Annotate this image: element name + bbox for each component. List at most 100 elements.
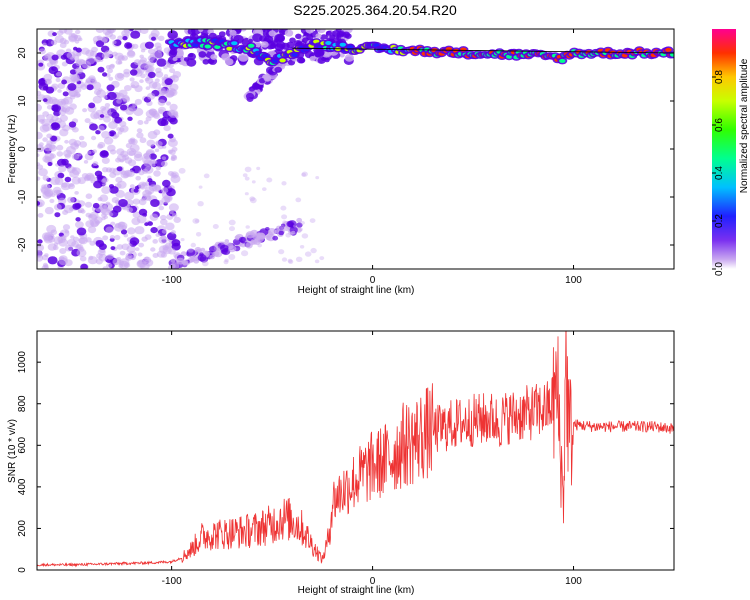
spectral-speckle xyxy=(130,30,141,39)
spectral-speckle xyxy=(266,177,273,183)
spectral-speckle xyxy=(170,174,181,184)
spectral-speckle xyxy=(169,103,178,111)
spectral-speckle xyxy=(37,239,43,244)
spectral-speckle xyxy=(129,137,136,143)
spectral-speckle xyxy=(88,75,96,82)
spectral-speckle xyxy=(105,226,114,234)
spectral-speckle xyxy=(186,58,197,67)
spectral-speckle xyxy=(324,51,330,57)
spectral-speckle xyxy=(46,224,57,234)
spectral-speckle xyxy=(245,92,255,100)
spectral-speckle xyxy=(161,76,167,81)
spectral-speckle xyxy=(37,176,41,181)
spectral-speckle xyxy=(133,188,139,193)
spectral-speckle xyxy=(106,68,113,74)
spectral-speckle xyxy=(160,218,168,226)
spectral-speckle xyxy=(190,242,196,248)
spectral-speckle xyxy=(72,167,77,171)
spectral-speckle xyxy=(309,56,316,62)
spectral-speckle xyxy=(38,142,44,147)
colorbar-tick-label: 0.2 xyxy=(714,214,725,228)
spectral-speckle xyxy=(42,191,52,199)
spectral-speckle xyxy=(51,54,59,61)
spectral-speckle xyxy=(295,256,303,262)
spectral-speckle xyxy=(38,62,44,67)
spectral-speckle xyxy=(187,248,194,253)
spectral-speckle xyxy=(152,239,158,244)
spectral-speckle xyxy=(71,241,79,248)
spectral-speckle xyxy=(68,33,78,42)
spectral-speckle xyxy=(60,54,67,60)
spectral-speckle xyxy=(45,86,55,94)
spectral-speckle xyxy=(113,106,119,111)
spectral-speckle xyxy=(129,237,140,246)
spectral-speckle xyxy=(228,245,237,253)
spectral-speckle xyxy=(106,29,116,34)
spectral-speckle xyxy=(87,150,92,155)
spectral-speckle xyxy=(57,172,65,179)
spectral-speckle xyxy=(90,111,100,120)
spectral-speckle xyxy=(232,238,241,245)
spectral-speckle xyxy=(111,111,120,119)
spectral-speckle xyxy=(84,118,91,124)
spectral-speckle xyxy=(90,179,95,184)
spectral-speckle xyxy=(137,252,143,257)
spectral-speckle xyxy=(91,135,97,141)
spectral-speckle xyxy=(144,222,149,227)
spectral-speckle xyxy=(249,196,256,202)
ridge-segment-core xyxy=(339,42,346,47)
spectral-speckle xyxy=(110,221,116,226)
spectral-speckle xyxy=(181,261,189,267)
spectral-speckle xyxy=(80,84,88,90)
spectral-speckle xyxy=(43,98,48,102)
ridge-segment-core xyxy=(226,46,233,51)
spectral-speckle xyxy=(44,152,55,161)
spectral-speckle xyxy=(138,68,145,74)
spectral-speckle xyxy=(145,77,154,84)
spectral-speckle xyxy=(97,248,106,256)
spectral-speckle xyxy=(64,139,69,144)
spectral-speckle xyxy=(256,166,261,171)
spectral-speckle xyxy=(124,157,133,164)
spectral-speckle xyxy=(38,168,48,177)
spectral-speckle xyxy=(129,255,136,261)
spectral-speckle xyxy=(265,235,271,241)
spectral-speckle xyxy=(153,129,161,136)
spectral-speckle xyxy=(98,202,108,210)
spectral-speckle xyxy=(169,117,178,125)
spectral-speckle xyxy=(220,241,225,245)
spectral-speckle xyxy=(245,225,250,229)
spectral-speckle xyxy=(123,29,131,34)
spectral-speckle xyxy=(56,144,64,151)
spectral-speckle xyxy=(112,40,117,44)
spectral-speckle xyxy=(37,153,40,158)
spectral-speckle xyxy=(99,194,109,202)
spectral-speckle xyxy=(127,116,133,122)
spectral-speckle xyxy=(102,235,109,241)
spectral-speckle xyxy=(298,227,303,232)
spectral-speckle xyxy=(70,74,81,83)
spectrogram-x-ticks: -100 0 100 xyxy=(162,29,582,286)
colorbar-tick-label: 0.0 xyxy=(714,262,725,276)
spectral-speckle xyxy=(62,91,69,97)
spectral-speckle xyxy=(178,167,186,174)
spectral-speckle xyxy=(77,152,82,157)
spectral-speckle xyxy=(310,247,317,254)
spectral-speckle xyxy=(69,183,74,187)
spectral-speckle xyxy=(50,122,61,131)
spectral-speckle xyxy=(100,36,109,43)
spectral-speckle xyxy=(125,107,134,115)
spectral-speckle xyxy=(123,233,129,238)
spectral-speckle xyxy=(138,208,148,216)
spectral-speckle xyxy=(61,79,67,85)
spectral-speckle xyxy=(119,250,126,256)
spectral-speckle xyxy=(279,29,286,35)
spectral-speckle xyxy=(291,230,296,235)
spectral-speckle xyxy=(64,29,73,35)
spectral-speckle xyxy=(218,31,226,37)
spectral-speckle xyxy=(95,240,105,248)
colorbar-label: Normalized spectral amplitude xyxy=(739,58,750,193)
spectral-speckle xyxy=(173,216,181,223)
spectral-speckle xyxy=(186,248,196,256)
spectral-speckle xyxy=(64,107,75,115)
